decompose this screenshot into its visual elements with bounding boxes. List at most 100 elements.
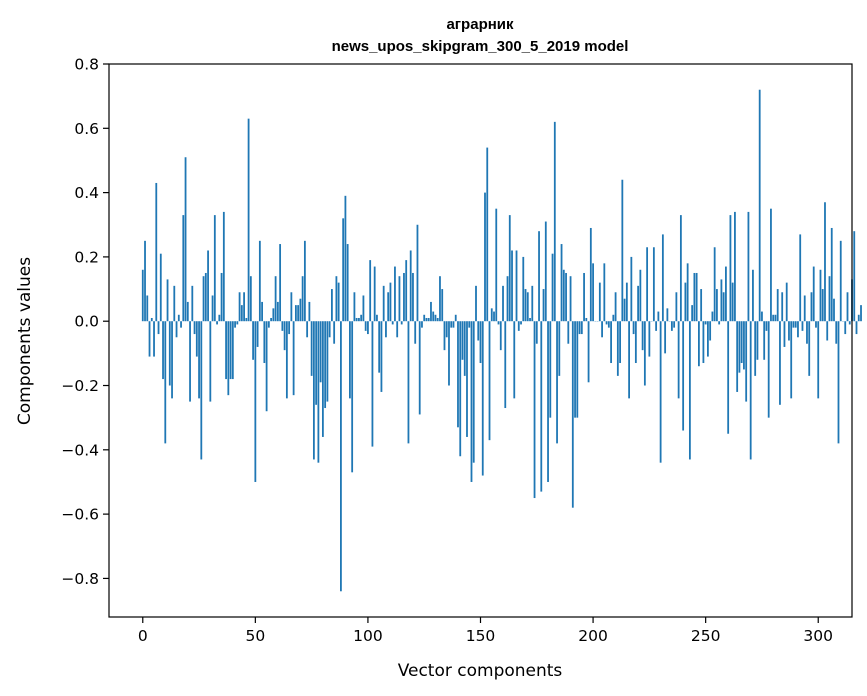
bar-29	[207, 250, 209, 322]
bar-117	[405, 260, 408, 322]
bar-267	[743, 321, 745, 370]
chart-title-line1: аграрник	[446, 16, 514, 33]
bar-305	[828, 276, 831, 322]
bar-2	[146, 295, 149, 322]
bar-132	[439, 276, 441, 322]
bar-204	[601, 321, 603, 338]
bar-159	[499, 321, 502, 351]
bar-3	[148, 321, 151, 357]
bar-303	[824, 202, 826, 322]
bar-288	[790, 321, 793, 399]
bar-70	[299, 298, 302, 322]
bar-85	[333, 321, 336, 344]
bar-51	[256, 321, 259, 347]
bar-203	[598, 282, 601, 322]
bar-274	[758, 89, 761, 322]
bar-259	[725, 266, 727, 322]
bar-154	[488, 321, 491, 441]
bar-155	[490, 308, 493, 322]
bar-210	[614, 292, 617, 322]
bar-67	[292, 321, 295, 396]
bar-32	[213, 215, 216, 322]
bar-16	[177, 314, 180, 322]
bar-191	[571, 321, 574, 508]
bar-282	[776, 289, 779, 322]
bar-78	[317, 321, 320, 463]
bar-225	[648, 321, 651, 357]
bar-57	[270, 317, 273, 322]
bar-150	[479, 321, 482, 364]
bar-138	[452, 321, 455, 328]
y-tick-label: 0.8	[74, 56, 99, 74]
bar-200	[592, 263, 594, 322]
bar-82	[326, 321, 329, 402]
y-axis-label: Components values	[15, 257, 35, 425]
bar-137	[450, 321, 453, 328]
bar-264	[736, 321, 739, 392]
bar-310	[839, 240, 842, 322]
bar-167	[517, 321, 520, 331]
bar-124	[421, 321, 423, 328]
bar-84	[331, 289, 333, 322]
bar-223	[643, 321, 646, 386]
bar-228	[655, 321, 658, 331]
bar-253	[711, 311, 714, 322]
bar-40	[231, 321, 234, 380]
bar-299	[815, 321, 817, 328]
bar-245	[693, 272, 696, 322]
bar-112	[394, 266, 396, 322]
bar-116	[403, 272, 405, 322]
bar-268	[745, 321, 748, 402]
bar-63	[283, 321, 286, 351]
y-tick-label: −0.8	[61, 570, 99, 588]
bar-262	[731, 282, 734, 322]
bar-239	[679, 215, 682, 322]
y-tick-label: 0.4	[74, 184, 99, 202]
bar-12	[168, 321, 171, 386]
bar-213	[621, 179, 624, 322]
bar-45	[243, 292, 245, 322]
bar-54	[263, 321, 266, 364]
bar-318	[857, 314, 860, 322]
bar-199	[589, 227, 592, 322]
bar-249	[702, 321, 705, 364]
bar-190	[569, 276, 572, 322]
bar-134	[443, 321, 446, 351]
bar-312	[844, 321, 847, 335]
bar-224	[646, 247, 649, 322]
bar-279	[770, 208, 772, 322]
bar-25	[198, 321, 200, 399]
y-axis-ticks: −0.8 −0.6 −0.4 −0.2 0.0 0.2 0.4 0.6 0.8	[61, 56, 109, 588]
bar-130	[434, 314, 437, 322]
bar-147	[472, 321, 475, 463]
bar-289	[792, 321, 795, 328]
bar-308	[835, 321, 838, 344]
y-tick-label: −0.4	[61, 441, 99, 459]
x-axis-label: Vector components	[398, 661, 563, 681]
bar-103	[373, 266, 376, 322]
bar-169	[522, 256, 525, 322]
bar-91	[346, 244, 349, 322]
bar-158	[497, 321, 500, 325]
bar-278	[767, 321, 770, 418]
bar-243	[688, 321, 691, 460]
bar-261	[729, 215, 732, 322]
bar-81	[324, 321, 327, 409]
bar-77	[315, 321, 318, 405]
bar-9	[162, 321, 164, 380]
bar-287	[788, 321, 790, 341]
x-tick-label: 100	[353, 627, 383, 645]
bar-1	[144, 240, 146, 322]
bar-48	[249, 276, 252, 322]
bar-30	[209, 321, 212, 402]
bar-105	[378, 321, 381, 373]
bar-46	[245, 317, 248, 322]
bar-61	[279, 244, 282, 322]
bar-171	[526, 292, 529, 322]
bar-5	[153, 321, 155, 357]
bar-95	[355, 317, 358, 322]
plot-frame	[108, 63, 853, 618]
bar-284	[781, 292, 784, 322]
bar-31	[211, 295, 214, 322]
bar-96	[358, 317, 360, 322]
